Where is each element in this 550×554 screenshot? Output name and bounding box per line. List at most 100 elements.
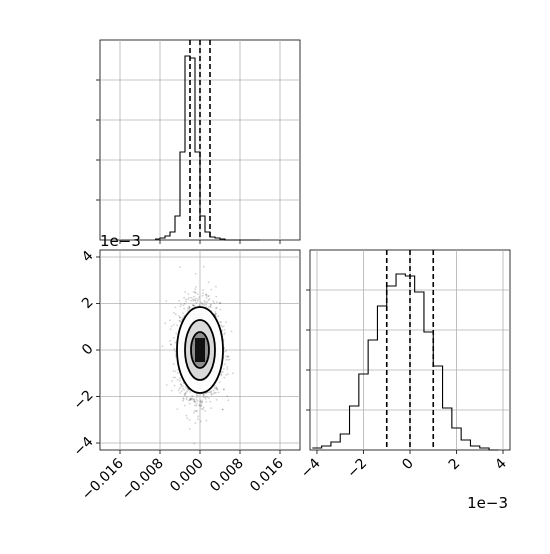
x-tick-label: 0 [399,456,417,474]
scatter-point [208,298,211,300]
scatter-point [179,387,181,390]
scatter-point [205,296,208,299]
scatter-point [176,372,179,374]
scatter-point [203,393,205,396]
scatter-point [205,419,208,422]
scatter-point [209,391,212,394]
panel-joint: −0.016−0.008 0.000 0.008 0.016 −4 −2 0 2 4 1e−3 [71,232,301,503]
scatter-point [212,300,215,302]
scatter-point [194,400,197,403]
scatter-point [181,317,184,319]
scatter-point [213,387,216,389]
scatter-point [194,288,197,291]
y-tick-label: −2 [71,387,97,413]
scatter-point [223,350,226,353]
joint-density-blocks [177,307,223,393]
scatter-point [200,301,202,304]
scatter-point [200,403,203,405]
scatter-point [208,397,210,400]
scatter-point [182,397,185,399]
scatter-point [197,298,200,301]
scatter-point [221,371,224,373]
scatter-point [219,308,222,311]
scatter-point [220,374,223,376]
scatter-point [185,396,188,399]
panel-marginal-y: −4 −2 0 2 4 1e−3 [298,249,511,512]
scatter-point [193,400,196,403]
scatter-point [187,307,189,310]
scatter-point [226,366,229,368]
scatter-point [205,294,208,297]
scatter-point [186,390,189,392]
scatter-point [189,398,192,400]
scatter-point [215,312,217,315]
scatter-point [206,301,208,303]
scatter-point [181,312,184,315]
scatter-point [209,400,212,403]
scatter-point [185,386,187,389]
scatter-point [184,404,186,407]
x-tick-label: 0.008 [207,456,247,496]
scatter-point [194,272,197,275]
scatter-point [172,363,175,365]
scatter-point [174,370,177,373]
scatter-point [201,302,204,305]
scatter-point [188,306,191,309]
scatter-point [196,293,199,295]
scatter-point [201,294,204,297]
scatter-point [224,363,226,366]
scatter-point [220,371,223,373]
scatter-point [232,372,234,375]
scatter-point [185,391,188,394]
scatter-point [215,295,218,298]
scatter-point [220,324,223,326]
joint-y-tick-labels: −4 −2 0 2 4 [71,248,97,460]
scatter-point [221,329,224,332]
scatter-point [230,330,233,333]
scatter-point [176,378,179,381]
panel-marginal-x-ticks [96,79,281,244]
scatter-point [219,301,222,304]
scatter-point [218,320,221,323]
scatter-point [174,341,177,344]
scatter-point [219,302,221,305]
scatter-point [207,299,210,302]
scatter-point [180,383,182,386]
scatter-point [170,389,173,392]
scatter-point [226,356,229,359]
scatter-point [194,404,196,407]
x-tick-label: −0.016 [79,455,127,503]
scatter-point [201,401,204,404]
scatter-point [202,265,205,268]
scatter-point [179,266,182,268]
scatter-point [227,399,230,402]
contour-line [190,331,210,369]
scatter-point [226,395,229,398]
scatter-point [169,339,171,342]
scatter-point [192,304,195,307]
scatter-point [179,305,182,308]
scatter-point [214,311,217,313]
scatter-point [176,408,179,410]
scatter-point [206,396,209,398]
scatter-point [188,306,191,309]
scatter-point [215,387,218,390]
scatter-point [195,405,198,407]
scatter-point [198,296,201,299]
scatter-point [210,390,213,393]
scatter-point [202,292,205,294]
scatter-point [178,315,181,317]
scatter-point [199,404,201,407]
scatter-point [222,325,225,328]
scatter-point [205,392,208,395]
scatter-point [203,304,206,307]
scatter-point [173,336,175,339]
scatter-point [195,402,198,405]
x-tick-label: 0.016 [247,455,287,495]
scatter-point [222,388,225,390]
scatter-point [223,388,225,391]
scatter-point [202,408,204,411]
scatter-point [215,386,218,389]
scatter-point [169,319,171,322]
